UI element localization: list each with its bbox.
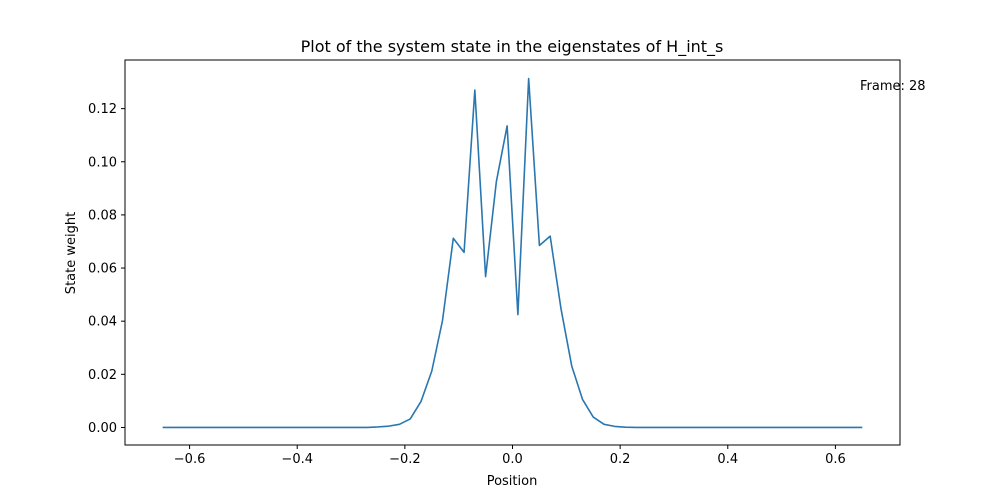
y-axis-label: State weight bbox=[64, 212, 79, 294]
x-tick-label: 0.2 bbox=[610, 452, 631, 467]
x-tick-label: −0.2 bbox=[389, 452, 421, 467]
y-tick-label: 0.04 bbox=[88, 315, 117, 330]
y-tick-label: 0.08 bbox=[88, 208, 117, 223]
y-tick-label: 0.10 bbox=[88, 155, 117, 170]
y-tick-label: 0.00 bbox=[88, 421, 117, 436]
x-tick-label: 0.0 bbox=[502, 452, 523, 467]
y-tick-label: 0.06 bbox=[88, 262, 117, 277]
y-tick-label: 0.02 bbox=[88, 368, 117, 383]
chart-title: Plot of the system state in the eigensta… bbox=[301, 37, 724, 57]
x-tick-label: 0.4 bbox=[717, 452, 738, 467]
x-tick-label: −0.4 bbox=[281, 452, 313, 467]
series-line bbox=[162, 77, 863, 429]
plot-area: −0.6 −0.4 −0.2 0.0 0.2 0.4 0.6 0.00 0.02 0.04 0.06… bbox=[88, 59, 901, 467]
x-tick-label: 0.6 bbox=[825, 452, 846, 467]
frame-annotation: Frame: 28 bbox=[860, 79, 926, 94]
axes-frame bbox=[124, 59, 901, 446]
x-axis-label: Position bbox=[487, 474, 538, 489]
y-tick-label: 0.12 bbox=[88, 102, 117, 117]
x-tick-label: −0.6 bbox=[174, 452, 206, 467]
